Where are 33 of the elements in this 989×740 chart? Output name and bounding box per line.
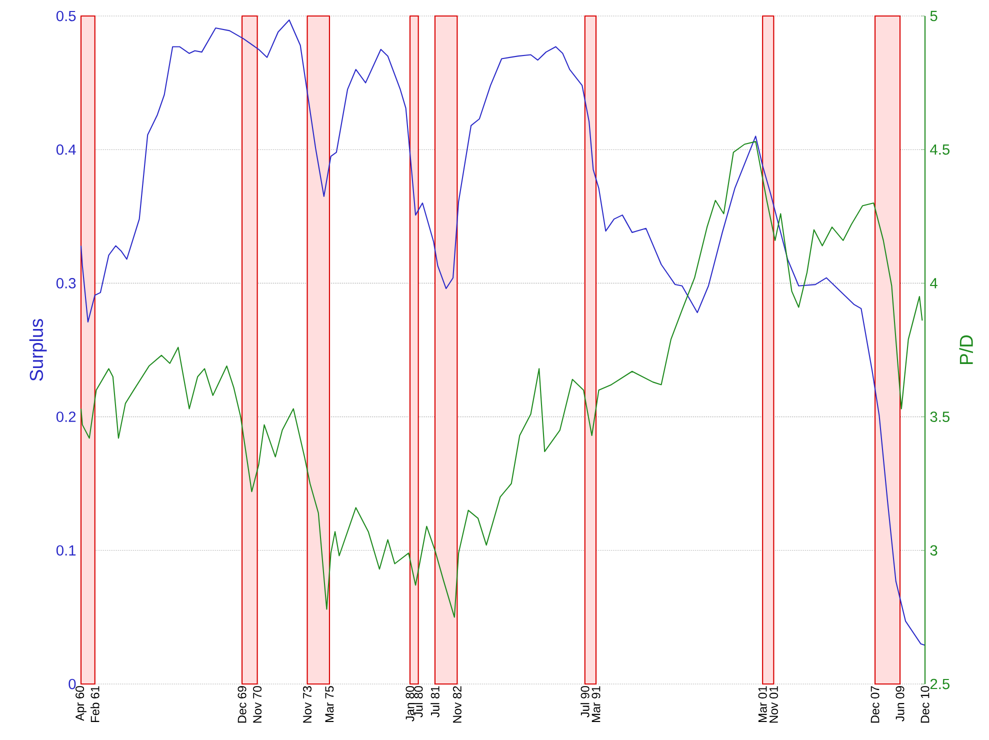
line-series xyxy=(80,141,923,618)
y2-tick-label: 3 xyxy=(930,545,938,556)
y2-tick-label: 3.5 xyxy=(930,412,950,422)
x-tick-label: Dec 69 xyxy=(238,686,246,723)
y-tick-label: 0.2 xyxy=(56,412,76,422)
y2-axis-title: P/D xyxy=(959,335,973,364)
x-tick-label: Jul 90 xyxy=(580,686,590,718)
x-tick-label: Nov 82 xyxy=(452,686,462,723)
x-tick-label: Feb 61 xyxy=(90,686,100,722)
x-tick-label: Apr 60 xyxy=(76,686,86,721)
x-tick-label: Nov 01 xyxy=(769,686,778,723)
y-tick-label: 0.5 xyxy=(56,10,76,22)
y-tick-label: 0 xyxy=(68,678,76,690)
y-tick-label: 0.4 xyxy=(56,144,76,155)
y-axis-title: Surplus xyxy=(29,319,47,381)
line-series xyxy=(80,19,926,646)
y2-tick-label: 4 xyxy=(930,278,938,288)
x-tick-label: Jun 09 xyxy=(896,686,904,722)
y-tick-label: 0.3 xyxy=(56,278,76,288)
y2-tick-label: 4.5 xyxy=(930,144,950,155)
x-tick-label: Nov 70 xyxy=(253,686,262,723)
x-tick-label: Jul 80 xyxy=(414,686,423,718)
x-tick-label: Dec 10 xyxy=(920,686,930,723)
x-tick-label: Nov 73 xyxy=(303,686,312,723)
y-tick-label: 0.1 xyxy=(56,545,76,556)
x-tick-label: Jan 80 xyxy=(406,686,414,722)
x-tick-label: Jul 81 xyxy=(430,686,440,718)
x-tick-label: Mar 91 xyxy=(592,686,600,722)
x-tick-label: Mar 01 xyxy=(758,686,767,722)
y2-tick-label: 5 xyxy=(930,10,938,22)
x-tick-label: Dec 07 xyxy=(870,686,880,723)
y2-tick-label: 2.5 xyxy=(930,678,950,690)
x-tick-label: Mar 75 xyxy=(325,686,334,722)
